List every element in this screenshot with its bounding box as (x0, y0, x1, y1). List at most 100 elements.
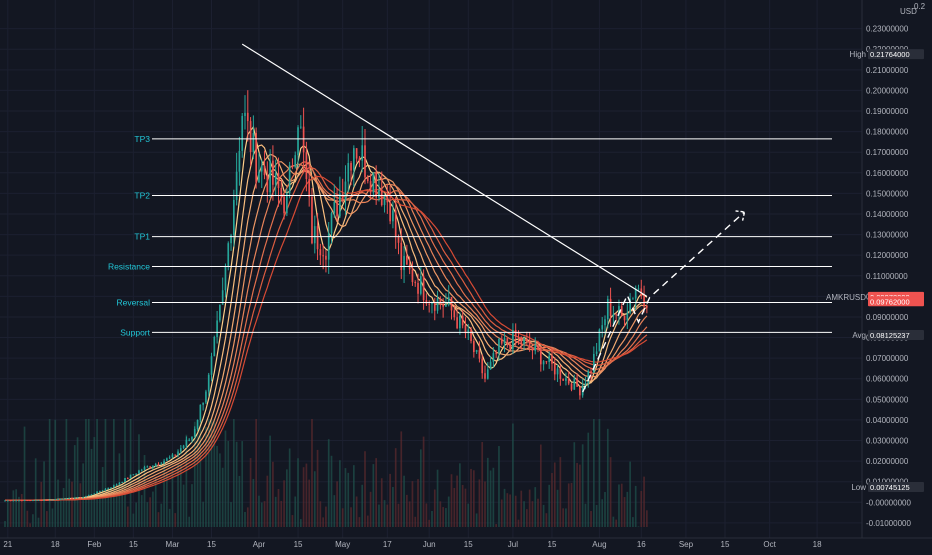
candle-body (286, 193, 288, 214)
volume-bar (132, 513, 135, 527)
candle-body (174, 454, 177, 456)
candle-body (34, 499, 37, 501)
volume-bar (459, 463, 461, 527)
volume-bar (15, 489, 17, 527)
volume-bar (177, 464, 179, 527)
candle-body (375, 172, 377, 198)
candle-body (297, 127, 299, 156)
volume-bar (260, 502, 263, 527)
volume-bar (182, 484, 185, 527)
volume-bar (350, 507, 352, 527)
candle-body (269, 160, 271, 193)
volume-bar (573, 442, 576, 527)
volume-bar (514, 495, 517, 527)
candle-body (643, 295, 645, 306)
y-tick-label: -0.01000000 (866, 519, 911, 528)
candle-body (85, 496, 87, 498)
candle-body (107, 488, 110, 490)
candle-body (459, 315, 461, 329)
candle-body (539, 350, 542, 365)
volume-bar (640, 490, 643, 527)
x-tick-label: 15 (207, 540, 216, 549)
ma-line (5, 144, 648, 501)
candle-body (383, 195, 386, 206)
candle-body (124, 478, 126, 482)
volume-bar (113, 419, 115, 527)
candle-body (433, 302, 436, 311)
candle-body (179, 448, 182, 452)
candle-body (325, 255, 327, 260)
volume-bar (378, 504, 380, 527)
volume-bar (517, 519, 520, 527)
candle-body (157, 463, 160, 465)
volume-bar (489, 470, 492, 527)
candle-body (353, 148, 355, 171)
volume-bar (436, 469, 439, 527)
projection-arrowhead (735, 210, 746, 222)
volume-bar (364, 451, 366, 527)
volume-bar (537, 498, 539, 527)
volume-bar (207, 419, 210, 527)
x-tick-label: 15 (294, 540, 303, 549)
volume-bar (361, 484, 364, 527)
candle-body (595, 351, 598, 354)
ma-line (5, 163, 648, 501)
volume-bar (196, 422, 199, 527)
candle-body (15, 500, 17, 502)
candle-body (526, 338, 528, 341)
volume-bar (408, 501, 411, 527)
volume-bar (96, 419, 98, 527)
volume-bar (595, 504, 598, 527)
volume-bar (20, 494, 23, 527)
volume-bar (277, 489, 280, 527)
volume-bar (90, 448, 93, 527)
price-tag-name: Avg (852, 331, 866, 340)
candle-body (110, 487, 112, 489)
volume-bar (646, 510, 648, 527)
y-tick-label: 0.21000000 (866, 66, 909, 75)
volume-bar (115, 488, 118, 527)
candle-body (160, 463, 163, 465)
candle-body (406, 255, 408, 265)
volume-bar (37, 517, 40, 527)
time-axis[interactable]: 21 18 Feb 15 Mar 15 Apr 15 May 17 Jun 15 Jul 15 Aug 16 S… (3, 540, 822, 549)
candle-body (350, 162, 352, 171)
volume-bar (185, 434, 188, 527)
trendline (241, 43, 648, 297)
candle-body (291, 165, 294, 168)
volume-bar (224, 430, 227, 527)
candle-body (400, 242, 403, 271)
candle-body (386, 195, 389, 203)
candle-body (567, 378, 570, 384)
candle-body (634, 288, 637, 299)
volume-bar (227, 440, 230, 527)
volume-bar (386, 504, 389, 527)
candle-body (556, 368, 559, 375)
candle-body (238, 150, 241, 172)
candle-body (355, 148, 358, 159)
candle-body (551, 355, 553, 364)
candle-body (537, 345, 539, 351)
volume-bar (470, 468, 472, 527)
volume-bar (417, 479, 419, 527)
candle-body (428, 303, 431, 305)
candle-body (361, 145, 364, 161)
candle-body (584, 383, 587, 386)
candle-body (249, 121, 252, 153)
volume-bar (154, 476, 157, 527)
volume-bar (559, 457, 562, 527)
volume-bar (542, 504, 545, 527)
volume-bar (397, 503, 400, 527)
candle-body (143, 467, 146, 470)
gridlines (0, 0, 862, 538)
volume-bar (143, 455, 146, 527)
candle-body (456, 317, 458, 329)
candle-body (576, 378, 578, 387)
candle-body (565, 378, 567, 381)
candle-body (32, 500, 34, 502)
volume-bar (246, 507, 249, 527)
candle-body (358, 158, 361, 161)
candle-body (486, 369, 489, 379)
